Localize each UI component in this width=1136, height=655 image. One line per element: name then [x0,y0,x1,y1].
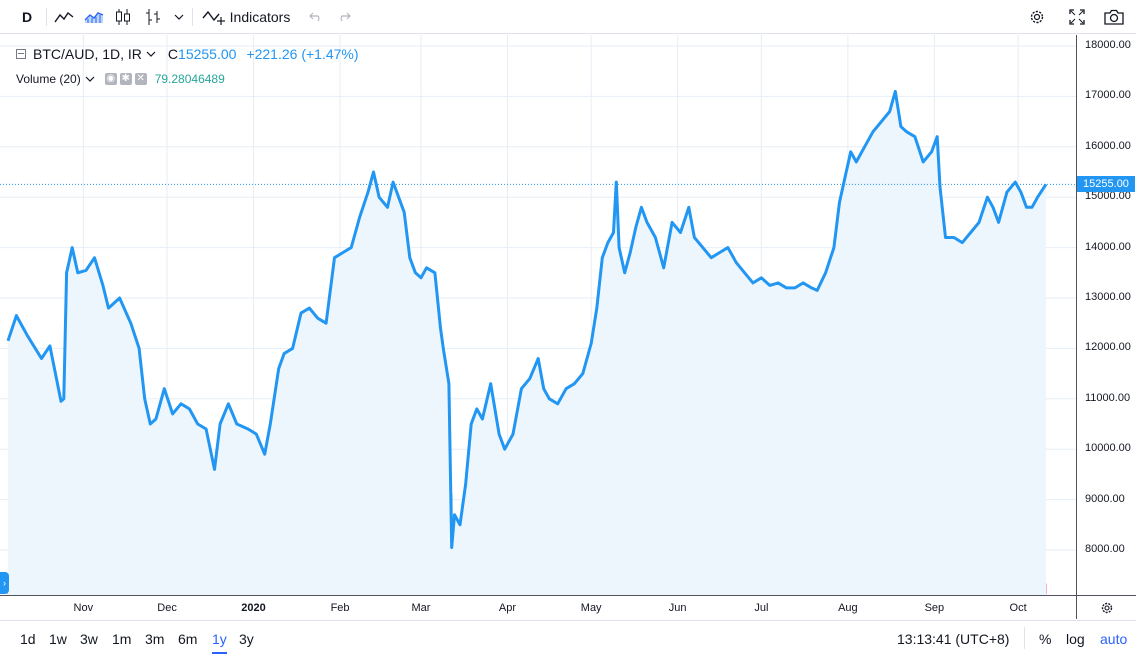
time-tick-label: Aug [838,602,858,614]
chevron-down-icon[interactable] [85,76,95,82]
range-button-3w[interactable]: 3w [80,631,98,647]
gear-icon[interactable]: ✱ [119,73,132,85]
time-tick-label: Dec [157,602,177,614]
time-tick-label: May [580,602,602,614]
price-tick-label: 14000.00 [1085,240,1131,253]
chart-pane[interactable] [0,35,1076,596]
price-axis[interactable]: 18000.00 17000.00 16000.00 15000.00 14000.00… [1076,35,1136,595]
volume-legend[interactable]: Volume (20) ◉ ✱ ✕ 79.28046489 [16,72,225,86]
price-tick-label: 11000.00 [1085,391,1131,404]
series-legend[interactable]: BTC/AUD, 1D, IR C 15255.00 +221.26 (+1.4… [16,46,359,62]
price-tick-label: 12000.00 [1085,341,1131,354]
chevron-down-icon [174,14,184,20]
gear-icon [1030,10,1044,24]
redo-icon [340,12,351,22]
toolbar-divider [192,8,193,26]
toolbar-divider [46,8,47,26]
time-tick-label: Jul [754,602,769,614]
range-button-1y[interactable]: 1y [212,631,227,654]
price-tick-label: 16000.00 [1085,139,1131,152]
price-chart[interactable] [0,35,1076,596]
bottom-divider [1024,627,1025,649]
price-tick-label: 10000.00 [1085,442,1131,455]
auto-scale-button[interactable]: auto [1100,631,1128,647]
time-tick-label: Oct [1009,602,1027,614]
fullscreen-button[interactable] [1064,0,1090,34]
price-line [6,89,1048,549]
log-scale-button[interactable]: log [1066,631,1085,647]
close-value: 15255.00 [178,46,237,62]
price-area-fill [8,91,1046,596]
price-tick-label: 9000.00 [1085,492,1125,505]
time-tick-label: Nov [73,602,94,614]
close-icon[interactable]: ✕ [134,73,147,85]
time-axis[interactable]: Nov Dec 2020 Feb Mar Apr May Jun Jul Aug Sep Oct [0,595,1076,619]
area-chart-icon [84,12,104,23]
top-toolbar: D Indicators [0,0,1136,34]
chevron-right-icon: › [3,578,6,588]
eye-icon[interactable]: ◉ [104,73,117,85]
interval-label: D [21,9,33,25]
price-tick-label: 15000.00 [1085,190,1131,203]
percent-scale-button[interactable]: % [1039,631,1052,647]
undo-button[interactable] [305,0,327,34]
line-chart-type-button[interactable] [52,0,76,34]
time-tick-label: Mar [411,602,431,614]
camera-icon [1104,9,1124,25]
clock[interactable]: 13:13:41 (UTC+8) [897,631,1010,647]
bars-icon [146,9,160,25]
settings-button[interactable] [1024,0,1050,34]
chart-type-dropdown[interactable] [170,0,188,34]
undo-icon [309,12,320,22]
gear-icon [1101,602,1112,613]
chevron-down-icon[interactable] [146,51,156,57]
range-button-1m[interactable]: 1m [112,631,132,647]
candles-icon [116,9,130,25]
symbol-label: BTC/AUD, 1D, IR [33,46,142,62]
candles-chart-type-button[interactable] [112,0,134,34]
area-chart-type-button[interactable] [82,0,106,34]
range-button-3m[interactable]: 3m [145,631,165,647]
volume-value: 79.28046489 [154,72,225,86]
left-panel-handle[interactable]: › [0,572,9,594]
axis-settings-button[interactable] [1076,595,1136,619]
indicators-label: Indicators [229,9,291,25]
redo-button[interactable] [333,0,355,34]
range-button-3y[interactable]: 3y [239,631,254,647]
time-tick-label: Jun [668,602,687,614]
time-tick-label: 2020 [241,602,266,614]
indicators-button[interactable]: Indicators [198,0,294,34]
price-tick-label: 18000.00 [1085,39,1131,51]
price-tick-label: 13000.00 [1085,291,1131,303]
range-button-6m[interactable]: 6m [178,631,198,647]
snapshot-button[interactable] [1100,0,1128,34]
time-tick-label: Sep [924,602,945,614]
range-button-1w[interactable]: 1w [49,631,67,647]
bars-chart-type-button[interactable] [142,0,164,34]
price-tick-label: 8000.00 [1085,543,1125,555]
interval-button[interactable]: D [14,0,40,34]
time-tick-label: Feb [330,602,350,614]
volume-label: Volume (20) [16,72,81,86]
indicators-icon [202,10,225,25]
range-button-1d[interactable]: 1d [20,631,36,647]
close-prefix: C [167,46,179,62]
change-value: +221.26 (+1.47%) [246,46,359,62]
time-tick-label: Apr [498,602,517,614]
price-tick-label: 17000.00 [1085,89,1131,102]
line-chart-icon [54,11,74,23]
collapse-icon[interactable] [16,49,26,59]
bottom-toolbar: 1d 1w 3w 1m 3m 6m 1y 3y 13:13:41 (UTC+8) % log … [0,620,1136,655]
fullscreen-icon [1069,9,1085,25]
last-price-tag: 15255.00 [1077,176,1135,193]
